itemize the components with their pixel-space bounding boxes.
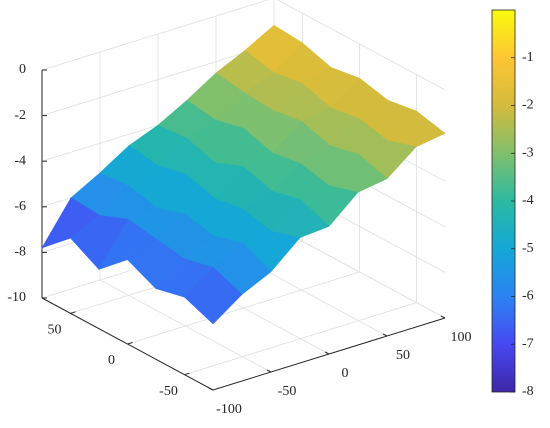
- z-tick-label: -6: [14, 199, 26, 214]
- colorbar-tick-label: -3: [522, 145, 534, 160]
- y-tick: [70, 311, 76, 314]
- colorbar-tick-label: -7: [522, 336, 534, 351]
- x-tick: [266, 369, 272, 373]
- z-tick-label: -2: [14, 108, 26, 123]
- z-tick-label: -8: [14, 245, 26, 260]
- grid-line: [41, 43, 275, 116]
- x-tick: [324, 351, 330, 355]
- x-tick: [208, 387, 214, 391]
- colorbar-tick-label: -8: [522, 384, 534, 399]
- y-tick: [127, 342, 133, 345]
- z-tick-label: -10: [7, 290, 26, 305]
- grid-line: [273, 225, 446, 319]
- colorbar-tick-label: -2: [522, 98, 534, 113]
- z-tick-label: -4: [14, 153, 26, 168]
- x-tick-label: -50: [278, 384, 297, 399]
- surface-patch: [184, 267, 243, 325]
- x-tick-label: 100: [451, 330, 472, 345]
- grid-line: [41, 0, 269, 71]
- grid-line: [127, 271, 360, 345]
- x-tick-label: 0: [342, 366, 349, 381]
- y-tick: [184, 372, 190, 376]
- y-tick-label: -50: [159, 384, 178, 399]
- grid-line: [184, 302, 417, 376]
- x-tick: [440, 315, 446, 319]
- grid-line: [276, 0, 446, 91]
- colorbar-tick-label: -5: [522, 241, 534, 256]
- x-tick-label: 50: [396, 348, 410, 363]
- x-tick: [382, 333, 388, 337]
- colorbar-tick-label: -6: [522, 289, 534, 304]
- z-tick-label: 0: [19, 62, 26, 77]
- x-tick-label: -100: [216, 402, 242, 417]
- y-tick-label: 0: [108, 353, 115, 368]
- colorbar-tick-label: -4: [522, 193, 534, 208]
- colorbar-tick-label: -1: [522, 50, 534, 65]
- y-tick-label: 50: [48, 323, 62, 338]
